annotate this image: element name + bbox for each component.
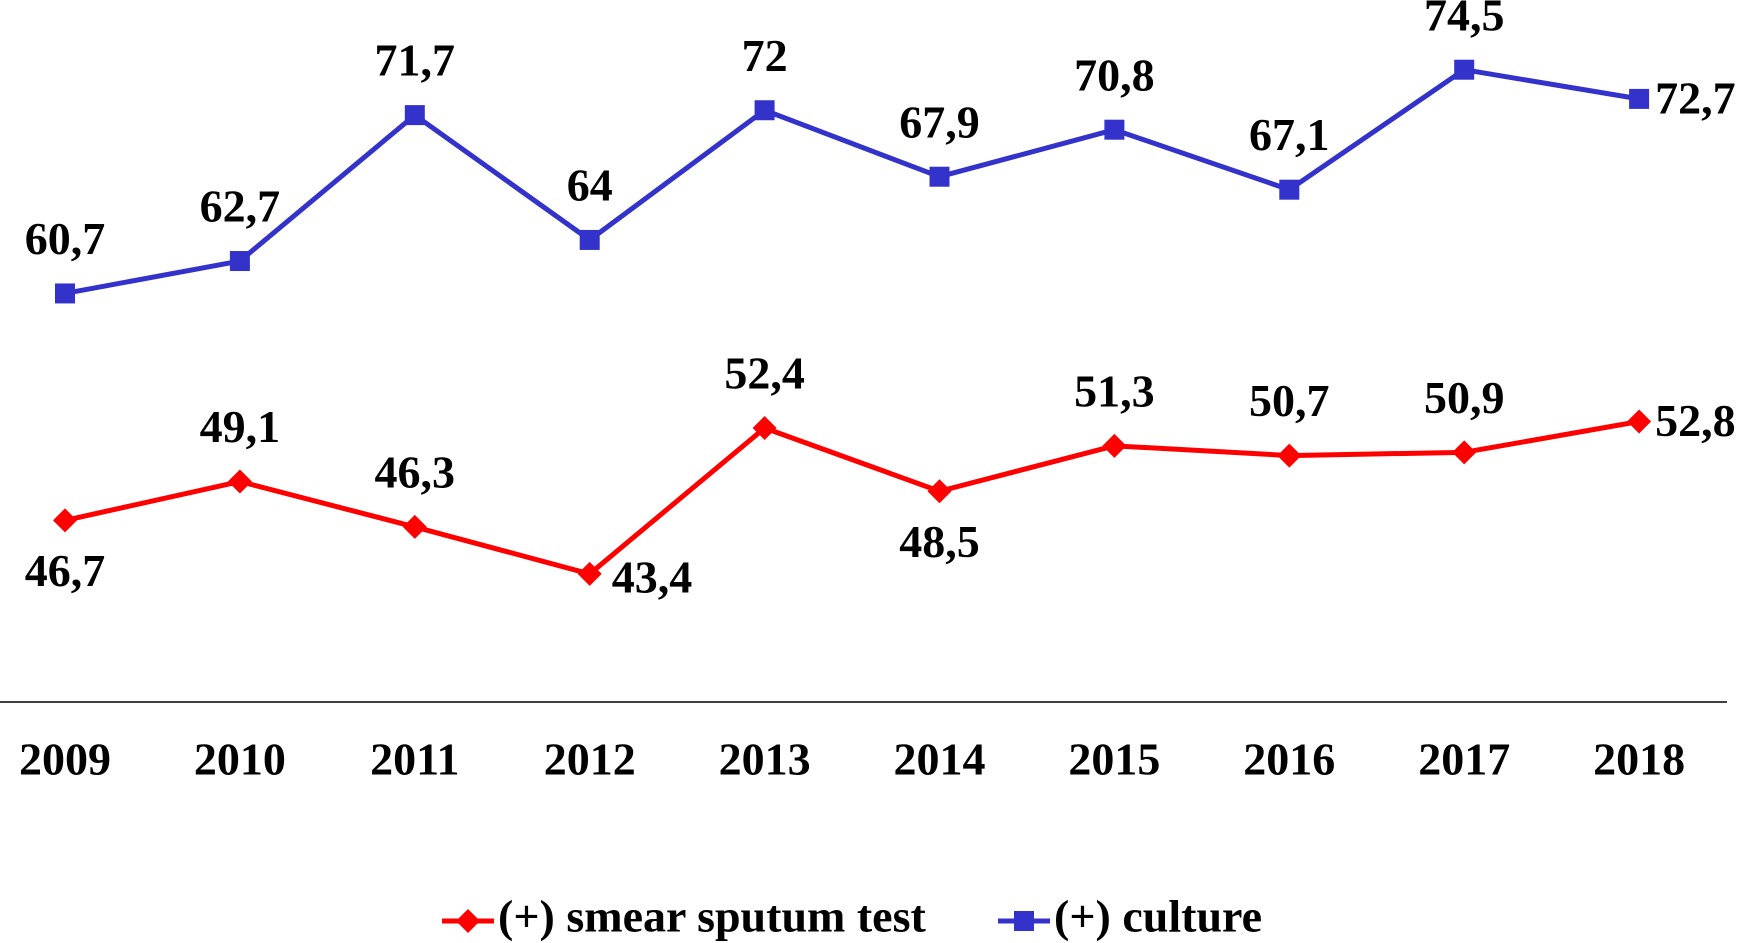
data-label: 46,7 — [25, 545, 106, 596]
series-line — [64, 67, 1640, 296]
data-label: 70,8 — [1074, 49, 1155, 100]
marker — [456, 909, 480, 933]
marker — [1279, 179, 1300, 200]
data-label: 52,8 — [1655, 395, 1736, 446]
x-tick-label: 2013 — [719, 734, 811, 785]
x-tick-label: 2009 — [19, 734, 111, 785]
data-label: 72 — [742, 30, 788, 81]
x-tick-label: 2014 — [894, 734, 986, 785]
marker — [53, 508, 77, 533]
x-tick-label: 2012 — [544, 734, 636, 785]
data-label: 51,3 — [1074, 365, 1155, 416]
data-label: 72,7 — [1655, 72, 1736, 123]
marker — [579, 229, 600, 250]
data-label: 49,1 — [200, 401, 281, 452]
marker — [927, 479, 952, 504]
marker — [402, 514, 427, 539]
marker — [55, 283, 75, 304]
marker — [227, 469, 252, 494]
legend-label: (+) smear sputum test — [498, 891, 926, 942]
data-label: 71,7 — [375, 35, 456, 86]
data-label: 74,5 — [1424, 0, 1505, 40]
marker — [1014, 911, 1034, 931]
marker — [754, 100, 775, 121]
marker — [1102, 433, 1127, 458]
marker — [404, 105, 425, 126]
x-tick-label: 2015 — [1068, 734, 1160, 785]
x-tick-label: 2016 — [1243, 734, 1335, 785]
series-line — [64, 419, 1640, 577]
data-label: 64 — [567, 160, 613, 211]
data-label: 43,4 — [612, 551, 693, 602]
data-label: 46,3 — [375, 446, 456, 497]
data-label: 50,7 — [1249, 375, 1330, 426]
data-label: 62,7 — [200, 181, 281, 232]
marker — [929, 166, 950, 187]
data-label: 67,9 — [899, 96, 980, 147]
data-label: 60,7 — [25, 213, 106, 264]
x-tick-label: 2017 — [1418, 734, 1510, 785]
data-label: 67,1 — [1249, 109, 1330, 160]
marker — [1454, 59, 1475, 80]
x-tick-label: 2018 — [1593, 734, 1685, 785]
marker — [1277, 443, 1302, 468]
marker — [1627, 409, 1652, 434]
marker — [1104, 119, 1125, 140]
marker — [229, 251, 250, 272]
legend-label: (+) culture — [1054, 891, 1262, 942]
marker — [752, 416, 777, 441]
data-label: 52,4 — [724, 348, 805, 399]
marker — [577, 561, 602, 586]
data-label: 50,9 — [1424, 372, 1505, 423]
x-tick-label: 2010 — [194, 734, 286, 785]
x-tick-label: 2011 — [370, 734, 459, 785]
data-label: 48,5 — [899, 516, 980, 567]
marker — [1629, 88, 1650, 109]
marker — [1452, 440, 1477, 465]
